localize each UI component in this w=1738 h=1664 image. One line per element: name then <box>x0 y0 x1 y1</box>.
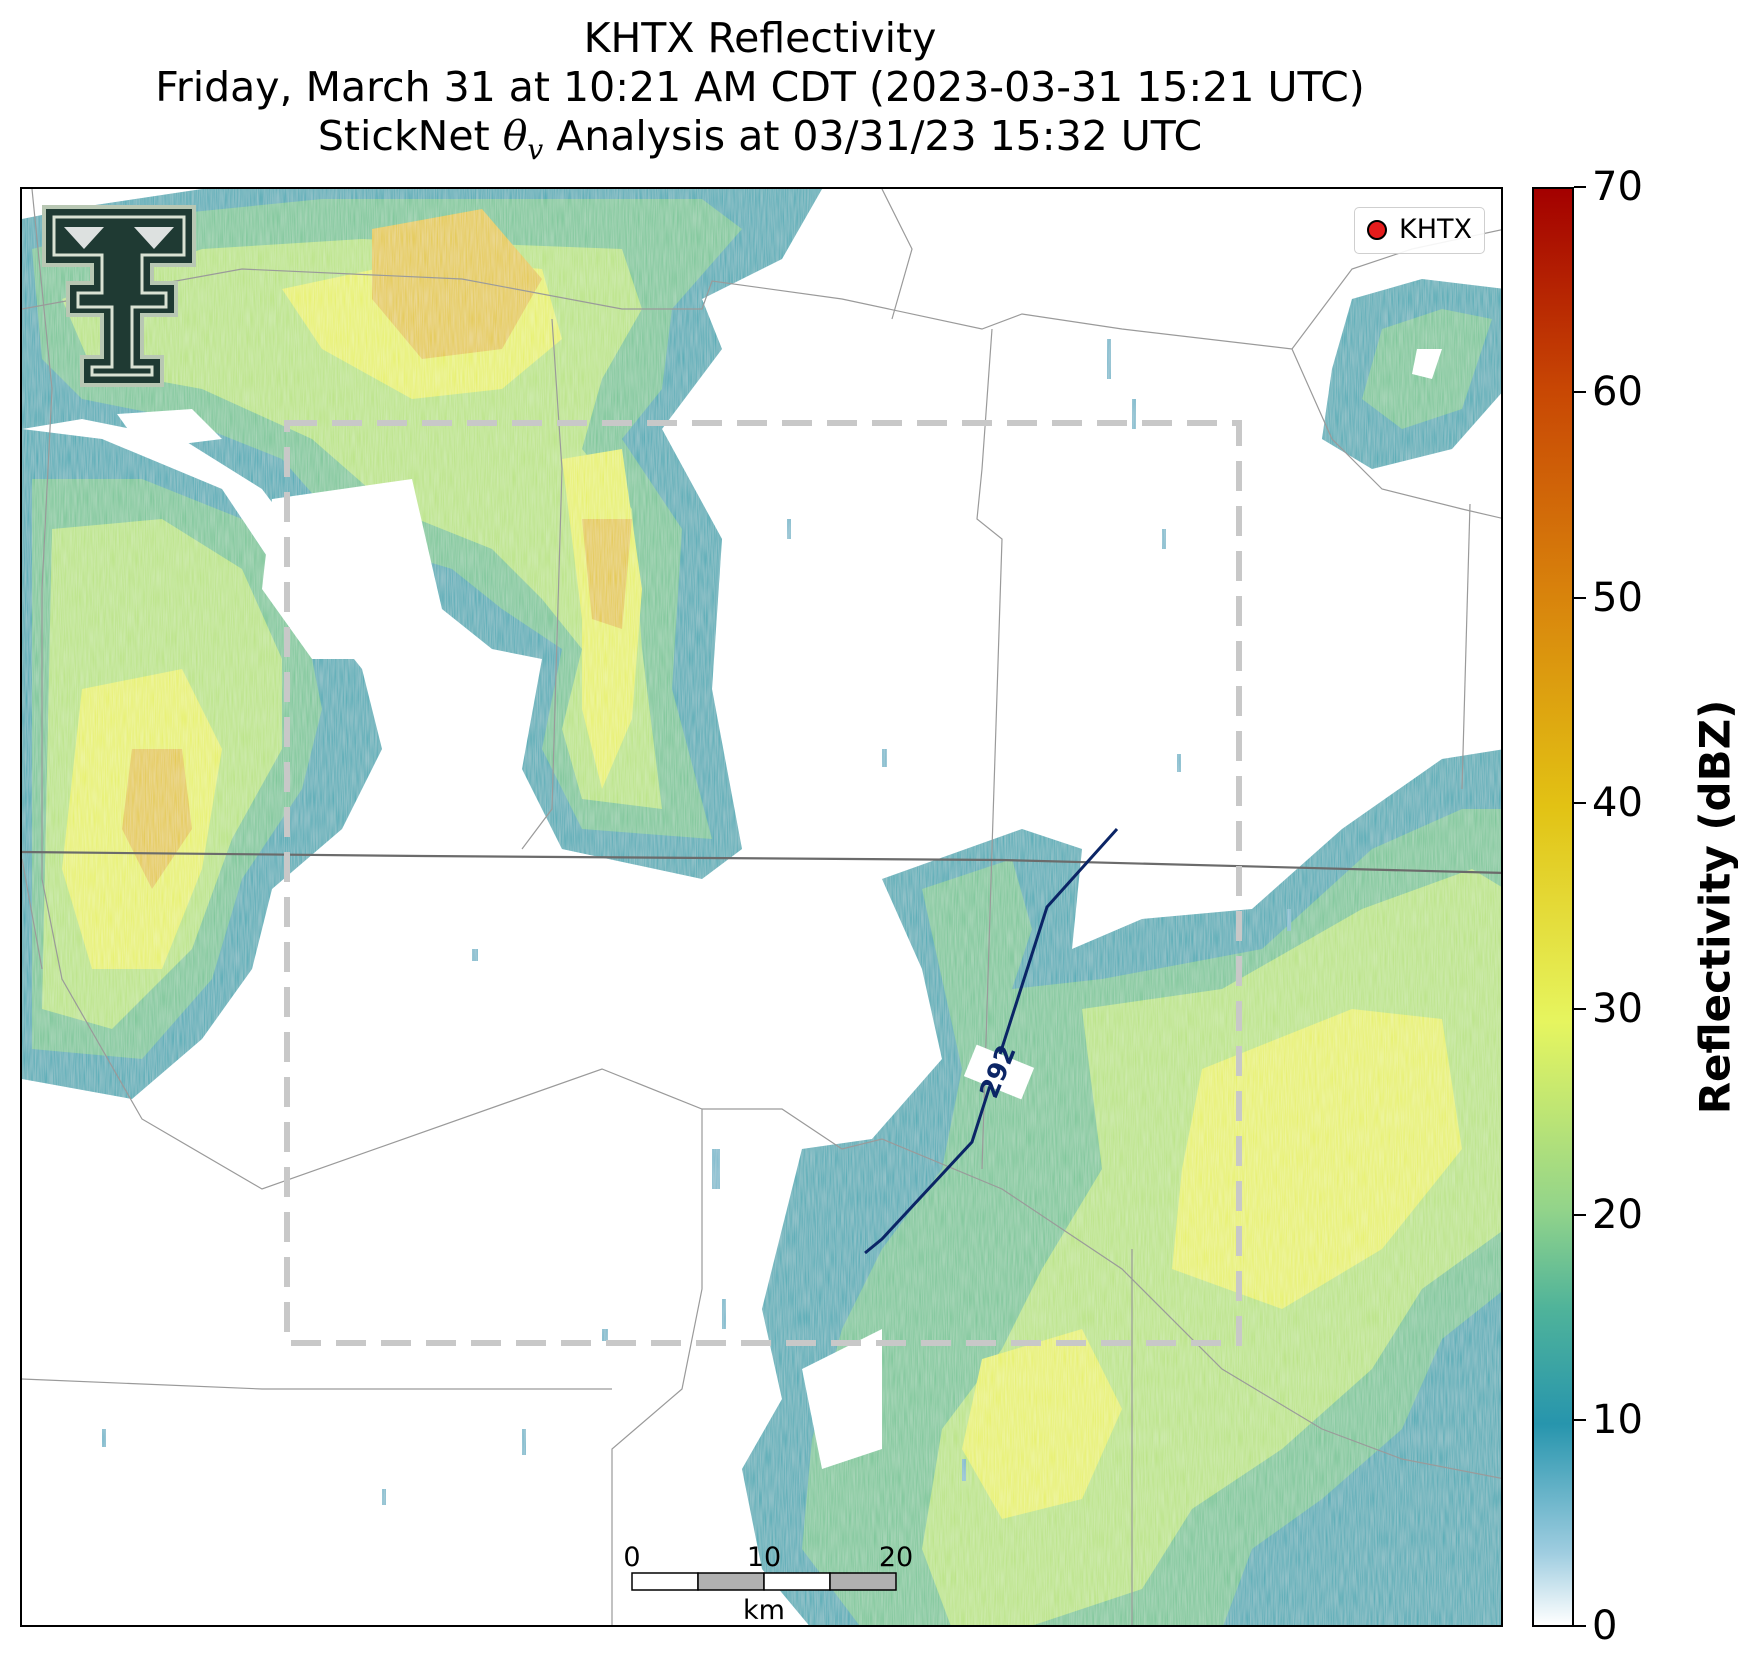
khtx-marker-icon <box>1367 219 1387 240</box>
colorbar-tick-mark <box>1574 1008 1586 1010</box>
legend-label: KHTX <box>1399 214 1472 245</box>
colorbar-tick-mark <box>1574 391 1586 393</box>
echo-northeast <box>1322 279 1501 469</box>
county-boundaries <box>22 189 1501 1625</box>
reflectivity-echoes <box>22 189 1501 1625</box>
radar-map[interactable]: 292 0 10 20 km KHTX <box>20 187 1503 1627</box>
colorbar-tick-mark <box>1574 1625 1586 1627</box>
scale-bar-seg-1 <box>631 1572 699 1591</box>
colorbar-tick-mark <box>1574 186 1586 188</box>
scale-bar-unit: km <box>743 1595 785 1626</box>
scale-bar-tick-10: 10 <box>747 1542 781 1573</box>
colorbar-tick-label: 50 <box>1592 575 1643 621</box>
scale-bar-tick-0: 0 <box>623 1542 640 1573</box>
echo-southeast <box>742 749 1501 1625</box>
colorbar-tick-label: 70 <box>1592 164 1643 210</box>
echo-northwest <box>22 189 822 1099</box>
scale-bar: 0 10 20 km <box>623 1542 913 1626</box>
scale-bar-seg-4 <box>829 1572 897 1591</box>
colorbar-tick-label: 40 <box>1592 780 1643 826</box>
state-boundary <box>22 850 1501 874</box>
map-title: KHTX Reflectivity <box>583 14 937 62</box>
colorbar-tick-mark <box>1574 597 1586 599</box>
echo-specks <box>102 339 1291 1505</box>
map-subtitle-analysis: StickNet θv Analysis at 03/31/23 15:32 U… <box>317 112 1203 167</box>
map-subtitle-time: Friday, March 31 at 10:21 AM CDT (2023-0… <box>155 63 1365 111</box>
double-t-logo <box>42 205 196 387</box>
colorbar-tick-mark <box>1574 1419 1586 1421</box>
colorbar-tick-label: 30 <box>1592 986 1643 1032</box>
colorbar-tick-label: 0 <box>1592 1603 1618 1649</box>
colorbar-tick-mark <box>1574 1214 1586 1216</box>
colorbar-tick-label: 60 <box>1592 369 1643 415</box>
contour-292-line <box>864 827 1119 1255</box>
colorbar-tick-mark <box>1574 802 1586 804</box>
colorbar-label: Reflectivity (dBZ) <box>1690 699 1738 1115</box>
map-legend: KHTX <box>1354 207 1485 254</box>
radar-map-canvas: 292 0 10 20 km <box>22 189 1501 1626</box>
reflectivity-colorbar <box>1532 187 1574 1627</box>
scale-bar-tick-20: 20 <box>879 1542 913 1573</box>
colorbar-tick-label: 20 <box>1592 1192 1643 1238</box>
scale-bar-seg-3 <box>763 1572 831 1591</box>
theta-v-contour: 292 <box>864 827 1119 1255</box>
scale-bar-seg-2 <box>697 1572 765 1591</box>
analysis-domain-box <box>284 420 1242 1346</box>
colorbar-tick-label: 10 <box>1592 1397 1643 1443</box>
